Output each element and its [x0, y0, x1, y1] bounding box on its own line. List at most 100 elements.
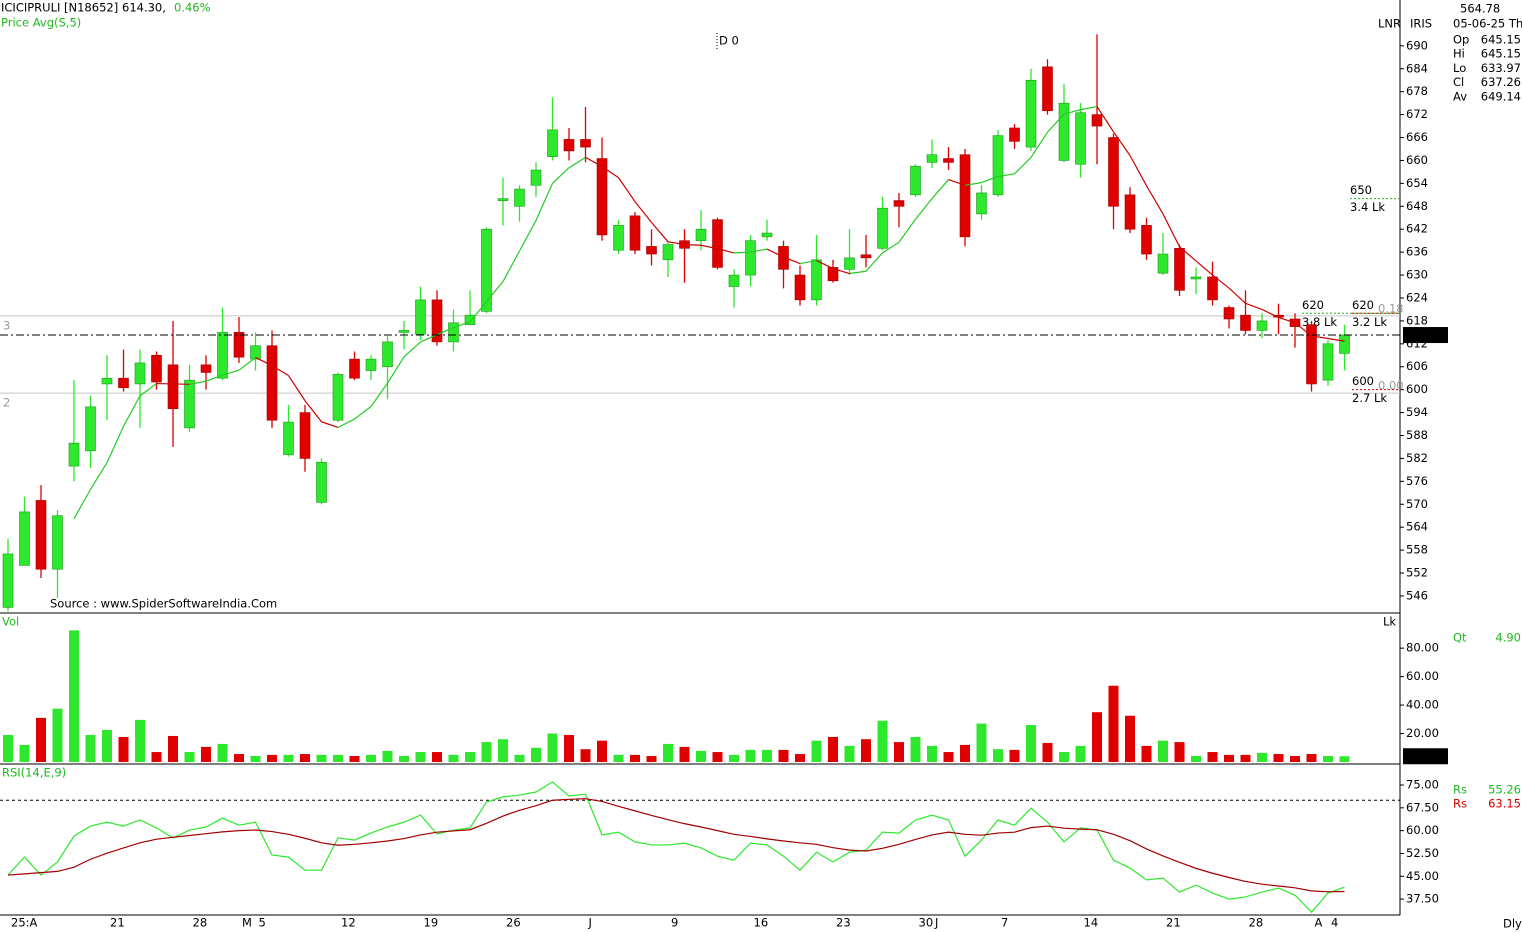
- info-value: 564.78: [1460, 2, 1500, 16]
- last-volume-label: 4.04: [1406, 749, 1432, 763]
- last-price-tag: [1403, 327, 1448, 344]
- volume-bar: [151, 752, 162, 762]
- average-line: [849, 270, 867, 275]
- volume-bar: [349, 756, 360, 762]
- info-label: Hi: [1453, 47, 1465, 61]
- average-line: [651, 221, 669, 243]
- candle-body: [563, 139, 575, 152]
- average-line: [1195, 260, 1213, 276]
- volume-bar: [217, 743, 228, 762]
- volume-bar: [465, 752, 475, 762]
- info-label: Cl: [1453, 75, 1464, 89]
- candle-body: [580, 139, 591, 148]
- qt-value: 4.90: [1495, 631, 1521, 645]
- candle-body: [827, 267, 839, 282]
- volume-bar: [102, 729, 112, 762]
- average-line: [1014, 156, 1032, 175]
- candle-body: [893, 200, 905, 207]
- average-line: [469, 301, 487, 323]
- candle-body: [52, 515, 63, 570]
- info-label: Av: [1453, 89, 1467, 103]
- candle-body: [481, 228, 492, 312]
- candle-body: [712, 219, 723, 268]
- volume-bar: [118, 736, 129, 762]
- volume-unit: Lk: [1383, 615, 1396, 629]
- candle-body: [976, 192, 987, 215]
- rs-value: 63.15: [1488, 797, 1521, 811]
- candle-body: [365, 358, 377, 371]
- candle-body: [250, 345, 261, 360]
- volume-bar: [1207, 752, 1218, 762]
- average-line: [420, 334, 438, 343]
- average-line: [634, 201, 652, 223]
- average-line: [1327, 337, 1345, 342]
- last-price-label: 614.30: [1406, 328, 1446, 342]
- average-line: [1311, 335, 1329, 340]
- volume-bar: [1290, 756, 1300, 762]
- x-tick-label: 9: [671, 916, 678, 930]
- annotation-volume: 3.4 Lk: [1350, 200, 1385, 214]
- average-line: [684, 243, 702, 246]
- info-date: 05-06-25 Th: [1453, 17, 1522, 31]
- volume-bar: [828, 736, 838, 762]
- volume-bar: [1273, 754, 1284, 762]
- y-tick-label: 576: [1406, 474, 1428, 488]
- average-line: [700, 244, 718, 250]
- candle-body: [415, 299, 426, 335]
- price: 614.30,: [122, 1, 166, 15]
- average-line: [948, 178, 966, 186]
- candle-body: [497, 198, 509, 201]
- average-line: [502, 250, 521, 282]
- candle-body: [910, 165, 921, 196]
- candle-body: [382, 341, 393, 368]
- volume-bar: [19, 744, 30, 762]
- volume-bar: [1339, 756, 1350, 762]
- symbol: ICICIPRULI [N18652]: [1, 1, 118, 15]
- candle-body: [1025, 79, 1037, 148]
- candle-body: [514, 188, 525, 207]
- y-tick-label: 37.50: [1406, 892, 1439, 906]
- y-tick-label: 558: [1406, 543, 1428, 557]
- candle-body: [877, 207, 888, 249]
- average-line: [832, 267, 850, 275]
- volume-bar: [382, 750, 393, 762]
- candle-body: [118, 377, 129, 389]
- info-label: Lo: [1453, 61, 1466, 75]
- y-tick-label: 552: [1406, 566, 1428, 580]
- volume-bar: [201, 746, 211, 762]
- candle-body: [332, 374, 344, 421]
- y-tick-label: 642: [1406, 222, 1428, 236]
- rs-label: Rs: [1453, 797, 1467, 811]
- volume-bar: [366, 754, 376, 762]
- average-line: [733, 251, 751, 254]
- average-line: [486, 281, 504, 303]
- candle-body: [1256, 320, 1268, 331]
- candle-body: [1207, 276, 1218, 301]
- average-line: [1179, 246, 1197, 262]
- average-line: [271, 365, 289, 377]
- candle-body: [464, 314, 476, 326]
- candle-body: [299, 412, 311, 459]
- candle-body: [596, 158, 608, 236]
- candle-body: [1091, 114, 1103, 127]
- candle-body: [19, 511, 30, 566]
- volume-bar: [267, 754, 277, 762]
- candle-body: [844, 257, 855, 270]
- rs-label: Rs: [1453, 783, 1467, 797]
- candle-body: [85, 406, 96, 452]
- average-line: [1080, 105, 1098, 111]
- volume-bar: [894, 742, 904, 762]
- candle-body: [1339, 334, 1350, 354]
- volume-bar: [399, 756, 409, 762]
- level-label: 3: [3, 318, 10, 332]
- volume-bar: [927, 745, 937, 762]
- average-line: [717, 248, 735, 254]
- candle-body: [233, 332, 245, 358]
- average-line: [799, 259, 817, 265]
- x-tick-label: 28: [193, 916, 208, 930]
- volume-bar: [646, 756, 657, 762]
- average-line: [915, 198, 933, 220]
- volume-bar: [135, 719, 145, 762]
- average-line: [585, 156, 603, 168]
- average-line: [865, 252, 883, 272]
